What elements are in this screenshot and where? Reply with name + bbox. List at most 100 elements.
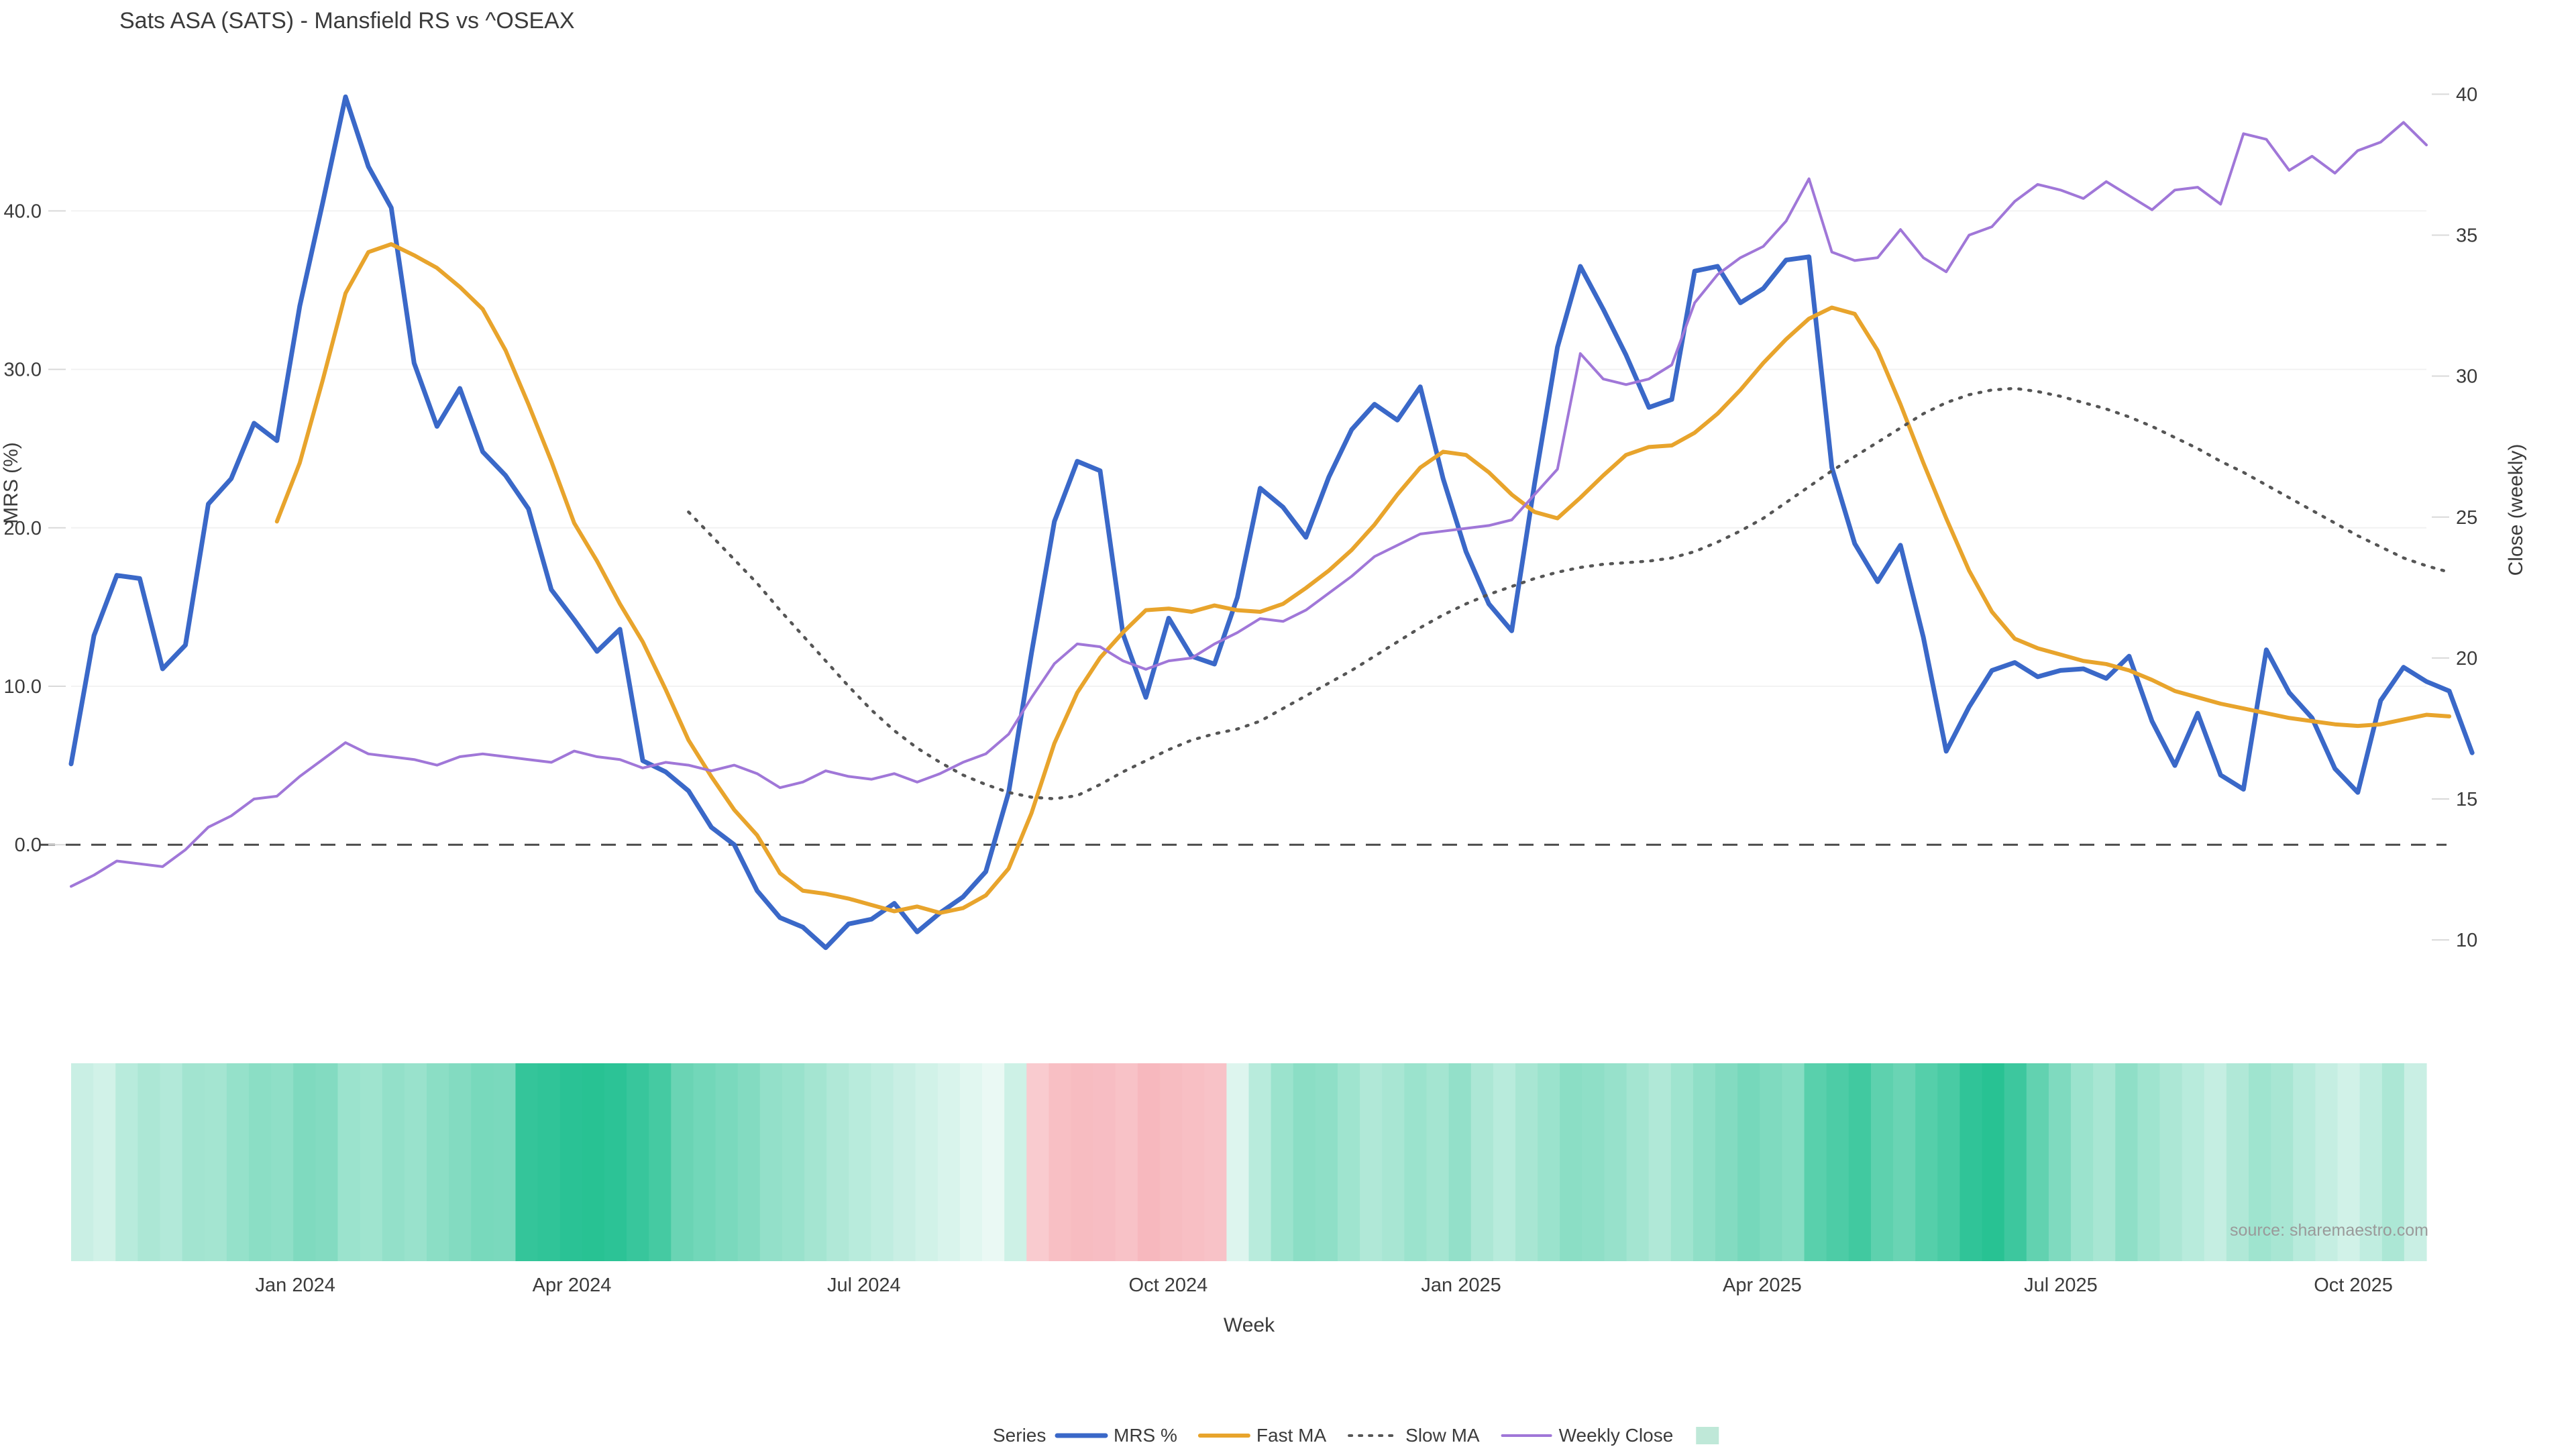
heatmap-cell bbox=[449, 1063, 472, 1261]
y2-tick-label: 20 bbox=[2456, 648, 2477, 669]
x-axis-title: Week bbox=[1224, 1314, 1275, 1336]
heatmap-cell bbox=[248, 1063, 272, 1261]
heatmap-cell bbox=[1448, 1063, 1472, 1261]
heatmap-cell bbox=[1582, 1063, 1605, 1261]
heatmap-cell bbox=[2381, 1063, 2405, 1261]
y-tick-label: 0.0 bbox=[15, 835, 42, 856]
heatmap-cell bbox=[1337, 1063, 1360, 1261]
heatmap-cell bbox=[1715, 1063, 1738, 1261]
heatmap-cell bbox=[1626, 1063, 1650, 1261]
heatmap-cell bbox=[893, 1063, 916, 1261]
legend-label-mrs[interactable]: MRS % bbox=[1114, 1425, 1177, 1446]
y2-tick-label: 35 bbox=[2456, 225, 2477, 247]
heatmap-cell bbox=[1515, 1063, 1538, 1261]
heatmap-cell bbox=[1315, 1063, 1338, 1261]
heatmap-cell bbox=[2071, 1063, 2094, 1261]
heatmap-cell bbox=[915, 1063, 938, 1261]
heatmap-cell bbox=[2404, 1063, 2427, 1261]
y2-tick-label: 25 bbox=[2456, 507, 2477, 529]
heatmap-cell bbox=[1538, 1063, 1560, 1261]
x-tick-label: Jul 2025 bbox=[2024, 1275, 2098, 1296]
heatmap-cell bbox=[937, 1063, 961, 1261]
heatmap-cell bbox=[1426, 1063, 1450, 1261]
heatmap-cell bbox=[1115, 1063, 1138, 1261]
heatmap-cell bbox=[1493, 1063, 1516, 1261]
heatmap-cell bbox=[382, 1063, 405, 1261]
heatmap-cell bbox=[426, 1063, 449, 1261]
heatmap-cell bbox=[2026, 1063, 2049, 1261]
heatmap-cell bbox=[2182, 1063, 2205, 1261]
x-tick-label: Oct 2025 bbox=[2314, 1275, 2393, 1296]
heatmap-cell bbox=[2048, 1063, 2072, 1261]
y-tick-label: 30.0 bbox=[4, 360, 42, 381]
heatmap-cell bbox=[1804, 1063, 1827, 1261]
heatmap-cell bbox=[2315, 1063, 2339, 1261]
page-title: Sats ASA (SATS) - Mansfield RS vs ^OSEAX bbox=[119, 8, 575, 34]
y-axis-left-ticks: 0.0 10.0 20.0 30.0 40.0 bbox=[4, 201, 66, 856]
series-line-mrs bbox=[68, 94, 2475, 951]
series-line-fast-ma bbox=[274, 242, 2452, 915]
heatmap-cell bbox=[782, 1063, 805, 1261]
x-tick-label: Jul 2024 bbox=[827, 1275, 901, 1296]
y2-tick-label: 40 bbox=[2456, 84, 2477, 105]
heatmap-cell bbox=[2093, 1063, 2116, 1261]
heatmap-cell bbox=[1915, 1063, 1938, 1261]
heatmap-cell bbox=[2204, 1063, 2227, 1261]
heatmap-cell bbox=[1248, 1063, 1272, 1261]
heatmap-cell bbox=[1182, 1063, 1205, 1261]
heatmap-cell bbox=[737, 1063, 761, 1261]
x-tick-label: Jan 2024 bbox=[256, 1275, 335, 1296]
heatmap-cell bbox=[1937, 1063, 1961, 1261]
heatmap-cell bbox=[2115, 1063, 2138, 1261]
chart-legend[interactable]: Series MRS % Fast MA Slow MA Weekly Close bbox=[993, 1425, 1719, 1446]
legend-label-weekly-close[interactable]: Weekly Close bbox=[1559, 1425, 1674, 1446]
legend-label-slow-ma[interactable]: Slow MA bbox=[1405, 1425, 1480, 1446]
y-axis-right-ticks: 10 15 20 25 30 35 40 bbox=[2432, 84, 2477, 951]
heatmap-cell bbox=[715, 1063, 739, 1261]
source-credit: source: sharemaestro.com bbox=[2230, 1221, 2428, 1240]
legend-label-fast-ma[interactable]: Fast MA bbox=[1256, 1425, 1327, 1446]
heatmap-cell bbox=[2249, 1063, 2271, 1261]
heatmap-cell bbox=[2159, 1063, 2183, 1261]
heatmap-cell bbox=[759, 1063, 783, 1261]
heatmap-cell bbox=[982, 1063, 1005, 1261]
heatmap-cell bbox=[1737, 1063, 1760, 1261]
heatmap-cell bbox=[959, 1063, 983, 1261]
heatmap-cell bbox=[2137, 1063, 2161, 1261]
heatmap-cell bbox=[1893, 1063, 1916, 1261]
heatmap-cell bbox=[160, 1063, 183, 1261]
heatmap-cell bbox=[1982, 1063, 2005, 1261]
heatmap-cell bbox=[1826, 1063, 1849, 1261]
heatmap-cell bbox=[515, 1063, 539, 1261]
heatmap-cell bbox=[1604, 1063, 1627, 1261]
heatmap-cell bbox=[471, 1063, 494, 1261]
y-tick-label: 40.0 bbox=[4, 201, 42, 222]
heatmap-cell bbox=[1960, 1063, 1983, 1261]
heatmap-cell bbox=[2359, 1063, 2383, 1261]
x-tick-label: Apr 2025 bbox=[1723, 1275, 1802, 1296]
y-axis-right-title: Close (weekly) bbox=[2505, 444, 2527, 576]
heatmap-cell bbox=[493, 1063, 517, 1261]
heatmap-cell bbox=[871, 1063, 894, 1261]
heatmap-cell bbox=[2293, 1063, 2316, 1261]
heatmap-cell bbox=[1560, 1063, 1582, 1261]
heatmap-cell bbox=[337, 1063, 361, 1261]
series-line-slow-ma bbox=[687, 386, 2451, 800]
heatmap-cell bbox=[1693, 1063, 1716, 1261]
heatmap-cell bbox=[1404, 1063, 1428, 1261]
heatmap-cell bbox=[1470, 1063, 1494, 1261]
heatmap-cell bbox=[1026, 1063, 1049, 1261]
heatmap-cell bbox=[293, 1063, 316, 1261]
heatmap-cell bbox=[1648, 1063, 1672, 1261]
legend-swatch-regime[interactable] bbox=[1696, 1427, 1719, 1444]
heatmap-cell bbox=[2271, 1063, 2294, 1261]
heatmap-cell bbox=[138, 1063, 161, 1261]
heatmap-cell bbox=[1382, 1063, 1405, 1261]
heatmap-cell bbox=[182, 1063, 205, 1261]
heatmap-cell bbox=[1049, 1063, 1072, 1261]
rs-regime-heatmap bbox=[71, 1063, 2427, 1261]
heatmap-cell bbox=[360, 1063, 383, 1261]
heatmap-cell bbox=[1137, 1063, 1161, 1261]
